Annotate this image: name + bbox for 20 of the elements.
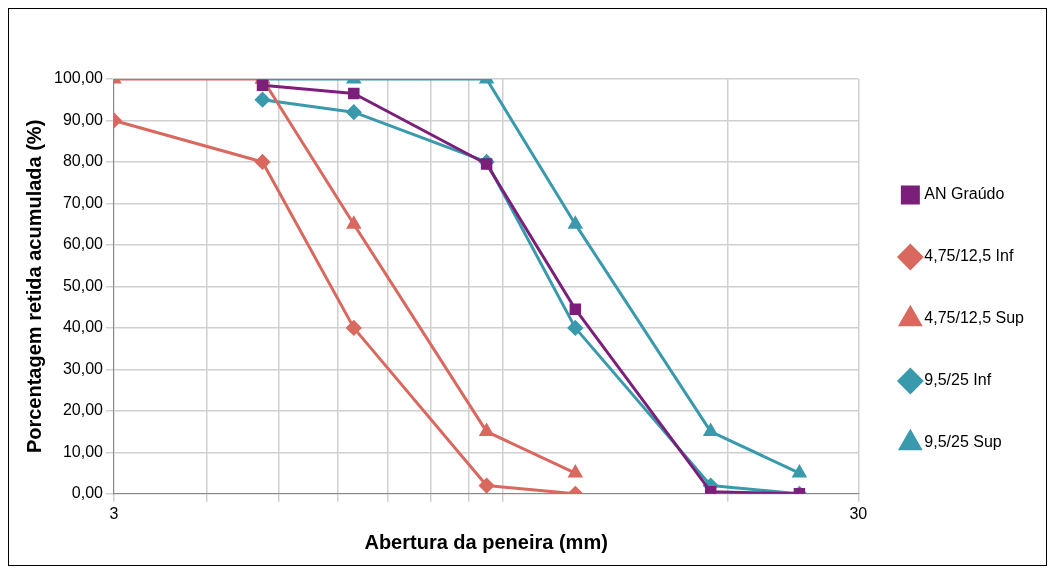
- y-tick-label: 100,00: [54, 69, 104, 87]
- y-tick-label: 10,00: [62, 442, 104, 460]
- y-tick-label: 80,00: [62, 152, 104, 170]
- y-tick-label: 30,00: [62, 359, 104, 377]
- x-tick-label: 30: [849, 504, 868, 522]
- legend-label: 4,75/12,5 Inf: [924, 247, 1014, 265]
- x-tick-label: 3: [109, 504, 119, 522]
- y-tick-label: 40,00: [62, 318, 104, 336]
- y-tick-label: 50,00: [62, 276, 104, 294]
- y-tick-label: 60,00: [62, 235, 104, 253]
- y-tick-label: 0,00: [71, 484, 104, 502]
- x-axis-title: Abertura da peneira (mm): [364, 530, 608, 553]
- y-tick-label: 20,00: [62, 401, 104, 419]
- legend-label: 9,5/25 Sup: [924, 433, 1002, 451]
- y-tick-label: 70,00: [62, 193, 104, 211]
- legend-label: 4,75/12,5 Sup: [924, 309, 1025, 327]
- y-tick-label: 90,00: [62, 110, 104, 128]
- legend-label: AN Graúdo: [924, 185, 1005, 203]
- y-axis-title: Porcentagem retida acumulada (%): [22, 119, 45, 454]
- legend-label: 9,5/25 Inf: [924, 371, 992, 389]
